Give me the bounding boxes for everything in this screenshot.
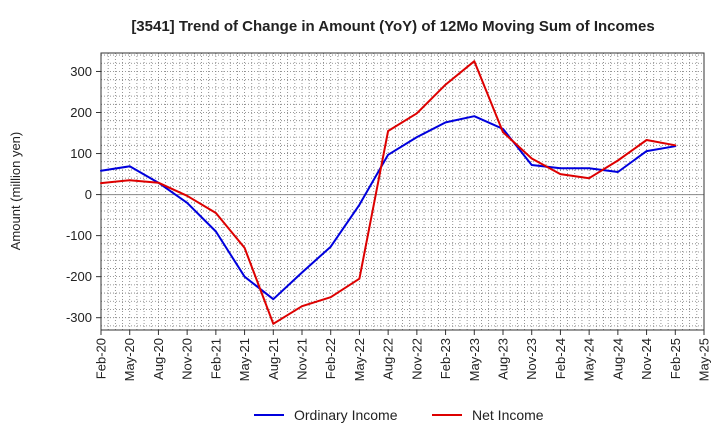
series-line-ordinary-income: [100, 115, 677, 301]
y-tick-label: 200: [70, 105, 92, 120]
legend-label-net-income: Net Income: [472, 407, 544, 423]
x-tick-label: Aug-23: [496, 338, 511, 380]
chart-title: [3541] Trend of Change in Amount (YoY) o…: [131, 18, 654, 35]
x-tick-label: May-21: [237, 338, 252, 381]
x-tick-label: Feb-21: [208, 338, 223, 379]
series-line-net-income: [100, 60, 677, 325]
x-tick-label: May-25: [697, 338, 712, 381]
x-tick-label: Feb-25: [668, 338, 683, 379]
x-tick-label: Nov-20: [180, 338, 195, 380]
x-tick-label: Nov-22: [409, 338, 424, 380]
y-tick-label: 300: [70, 64, 92, 79]
y-tick-label: -200: [66, 269, 92, 284]
y-tick-label: 0: [85, 187, 92, 202]
x-tick-label: Feb-20: [94, 338, 109, 379]
x-tick-label: Aug-22: [381, 338, 396, 380]
x-tick-label: Feb-22: [323, 338, 338, 379]
x-tick-label: Aug-20: [151, 338, 166, 380]
legend: Ordinary Income Net Income: [254, 407, 544, 423]
plot-border: [100, 52, 705, 331]
x-tick-label: Nov-23: [524, 338, 539, 380]
x-tick-label: May-22: [352, 338, 367, 381]
x-tick-label: Feb-23: [438, 338, 453, 379]
y-tick-label: -100: [66, 228, 92, 243]
x-tick-label: May-24: [582, 338, 597, 381]
x-tick-label: Aug-24: [610, 338, 625, 380]
x-tick-label: Nov-24: [639, 338, 654, 380]
legend-label-ordinary-income: Ordinary Income: [294, 407, 398, 423]
y-tick-label: 100: [70, 146, 92, 161]
x-tick-label: Nov-21: [295, 338, 310, 380]
x-tick-label: Feb-24: [553, 338, 568, 379]
y-axis-label: Amount (million yen): [8, 132, 23, 251]
x-tick-label: May-23: [467, 338, 482, 381]
x-tick-label: May-20: [122, 338, 137, 381]
x-tick-label: Aug-21: [266, 338, 281, 380]
y-tick-label: -300: [66, 310, 92, 325]
